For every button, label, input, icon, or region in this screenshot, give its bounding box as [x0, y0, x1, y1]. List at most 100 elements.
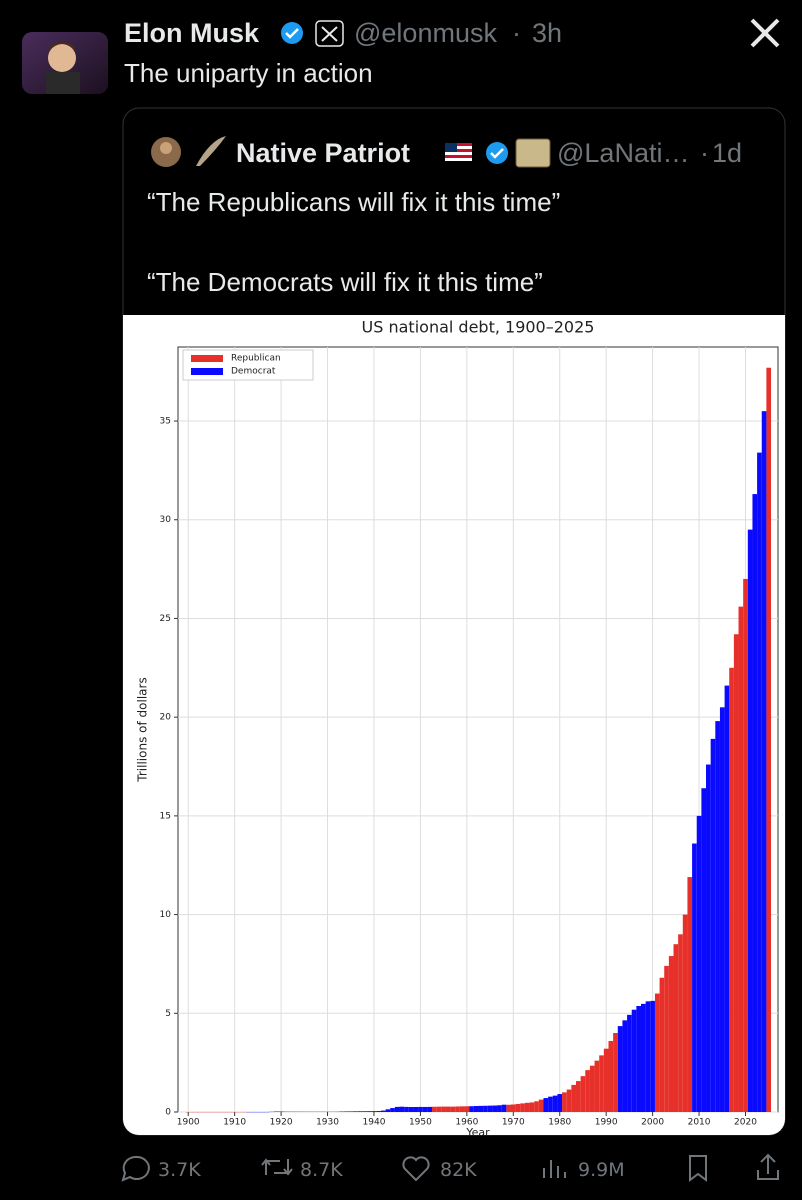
separator: ·: [512, 18, 521, 48]
bar: [617, 1026, 623, 1112]
quote-avatar: [151, 136, 226, 167]
bar: [343, 1111, 349, 1112]
bar: [422, 1106, 428, 1112]
x-logo[interactable]: [750, 18, 780, 48]
bar: [450, 1106, 456, 1112]
bar: [404, 1106, 409, 1112]
x-tick-label: 1900: [177, 1118, 200, 1128]
flag-emoji: [445, 143, 472, 161]
quote-timestamp[interactable]: 1d: [712, 138, 742, 168]
bar: [641, 1003, 646, 1112]
bar: [455, 1106, 460, 1112]
y-tick-label: 10: [160, 910, 172, 920]
quote-text-line: “The Democrats will fix it this time”: [147, 267, 543, 297]
repost-count: 8.7K: [300, 1159, 343, 1181]
bar: [353, 1111, 358, 1112]
view-count: 9.9M: [578, 1159, 625, 1181]
bar: [445, 1106, 451, 1112]
legend-label: Democrat: [231, 367, 276, 377]
bar: [696, 815, 702, 1112]
bar: [766, 367, 772, 1113]
bar: [733, 634, 739, 1112]
bar: [506, 1104, 511, 1112]
bar: [492, 1105, 498, 1112]
bar: [357, 1111, 363, 1112]
bar: [459, 1106, 465, 1112]
y-tick-label: 25: [160, 614, 171, 624]
bar: [627, 1014, 632, 1112]
timestamp[interactable]: 3h: [532, 18, 562, 48]
bar: [385, 1109, 391, 1112]
bar: [515, 1103, 521, 1112]
bar: [371, 1111, 377, 1112]
repost-button[interactable]: [261, 1158, 293, 1176]
bar: [432, 1106, 437, 1112]
bar: [501, 1104, 507, 1112]
bar: [534, 1101, 539, 1112]
bar: [394, 1106, 400, 1112]
bar: [441, 1106, 446, 1112]
bar: [659, 977, 665, 1112]
y-tick-label: 0: [165, 1108, 171, 1118]
chart-image[interactable]: US national debt, 1900–2025 0 5 10 15 20 25 30 3…: [123, 315, 785, 1139]
share-button[interactable]: [757, 1153, 779, 1180]
bar: [408, 1107, 414, 1112]
bar: [367, 1111, 372, 1112]
bar: [566, 1089, 572, 1112]
bar: [580, 1076, 586, 1112]
reply-button[interactable]: [121, 1155, 150, 1182]
quote-handle[interactable]: @LaNati…: [557, 138, 689, 168]
bar: [464, 1106, 470, 1112]
bar: [362, 1111, 368, 1112]
bar: [724, 685, 730, 1112]
bar: [380, 1110, 386, 1112]
bar: [687, 877, 693, 1112]
author-name[interactable]: Elon Musk: [124, 18, 260, 48]
bar: [706, 764, 711, 1112]
y-axis-label: Trillions of dollars: [136, 677, 150, 782]
bookmark-button[interactable]: [689, 1155, 707, 1182]
legend-label: Republican: [231, 354, 281, 364]
bar: [348, 1111, 354, 1112]
bar: [543, 1098, 549, 1112]
legend-swatch: [191, 368, 223, 375]
bar: [654, 993, 660, 1112]
bar: [719, 707, 725, 1112]
x-affiliate-badge: [315, 20, 344, 47]
avatar[interactable]: [22, 32, 108, 94]
bar: [692, 843, 697, 1112]
verified-badge: [486, 142, 508, 164]
quote-author[interactable]: Native Patriot: [236, 138, 410, 168]
bar: [631, 1009, 637, 1112]
bar: [548, 1096, 553, 1112]
bar: [757, 452, 762, 1112]
views-button[interactable]: [543, 1160, 566, 1178]
x-tick-label: 2020: [734, 1118, 757, 1128]
affiliate-badge: [515, 138, 551, 168]
x-tick-label: 1920: [270, 1118, 293, 1128]
x-tick-label: 1950: [409, 1118, 432, 1128]
bar: [510, 1104, 516, 1112]
bar: [376, 1111, 381, 1112]
legend-swatch: [191, 355, 223, 362]
author-handle[interactable]: @elonmusk: [354, 18, 497, 48]
bar: [682, 914, 688, 1112]
x-axis-label: Year: [465, 1126, 490, 1139]
bar: [399, 1106, 405, 1112]
bar: [761, 411, 767, 1113]
bar: [743, 578, 748, 1112]
bar: [483, 1105, 488, 1112]
x-tick-label: 1980: [548, 1118, 571, 1128]
like-button[interactable]: [402, 1156, 430, 1182]
bar: [747, 529, 753, 1112]
bar: [589, 1065, 595, 1112]
y-tick-label: 35: [160, 417, 171, 427]
x-tick-label: 1990: [595, 1118, 618, 1128]
bar: [668, 956, 674, 1112]
bar: [575, 1081, 581, 1112]
separator: ·: [700, 138, 709, 168]
x-tick-label: 2000: [641, 1118, 664, 1128]
reply-count: 3.7K: [158, 1159, 201, 1181]
bar: [538, 1099, 544, 1112]
bar: [557, 1094, 563, 1112]
